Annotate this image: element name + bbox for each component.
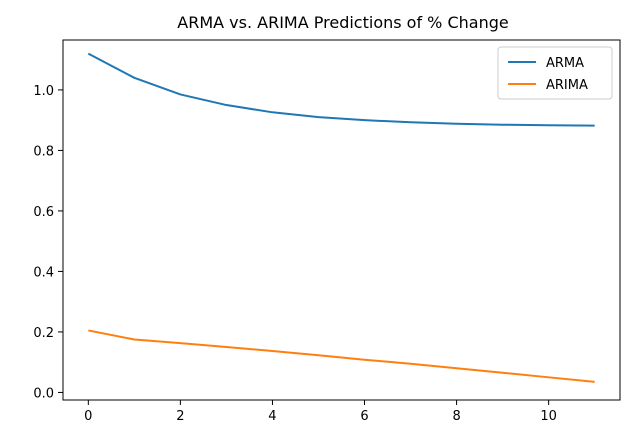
axes-frame xyxy=(62,39,621,401)
plot-area: 0 2 4 6 8 10 0.0 0.2 0.4 0.6 0.8 1.0 xyxy=(33,52,595,424)
y-tick-label: 0.4 xyxy=(33,265,54,280)
legend-label-arma: ARMA xyxy=(546,56,584,71)
y-tick-label: 0.6 xyxy=(33,205,54,220)
x-tick-label: 4 xyxy=(268,409,276,424)
x-tick-label: 6 xyxy=(360,409,368,424)
series-line-arma xyxy=(87,52,595,127)
y-tick-label: 1.0 xyxy=(33,84,54,99)
y-tick-label: 0.8 xyxy=(33,144,54,159)
legend-box xyxy=(497,46,613,100)
legend: ARMA ARIMA xyxy=(497,46,613,100)
legend-label-arima: ARIMA xyxy=(546,78,588,93)
x-tick-label: 10 xyxy=(540,409,557,424)
chart-title: ARMA vs. ARIMA Predictions of % Change xyxy=(177,13,508,32)
x-tick-label: 2 xyxy=(176,409,184,424)
x-tick-label: 8 xyxy=(452,409,460,424)
series-line-arima xyxy=(88,329,595,383)
y-tick-label: 0.0 xyxy=(33,386,54,401)
x-tick-label: 0 xyxy=(84,409,92,424)
y-tick-label: 0.2 xyxy=(33,326,54,341)
